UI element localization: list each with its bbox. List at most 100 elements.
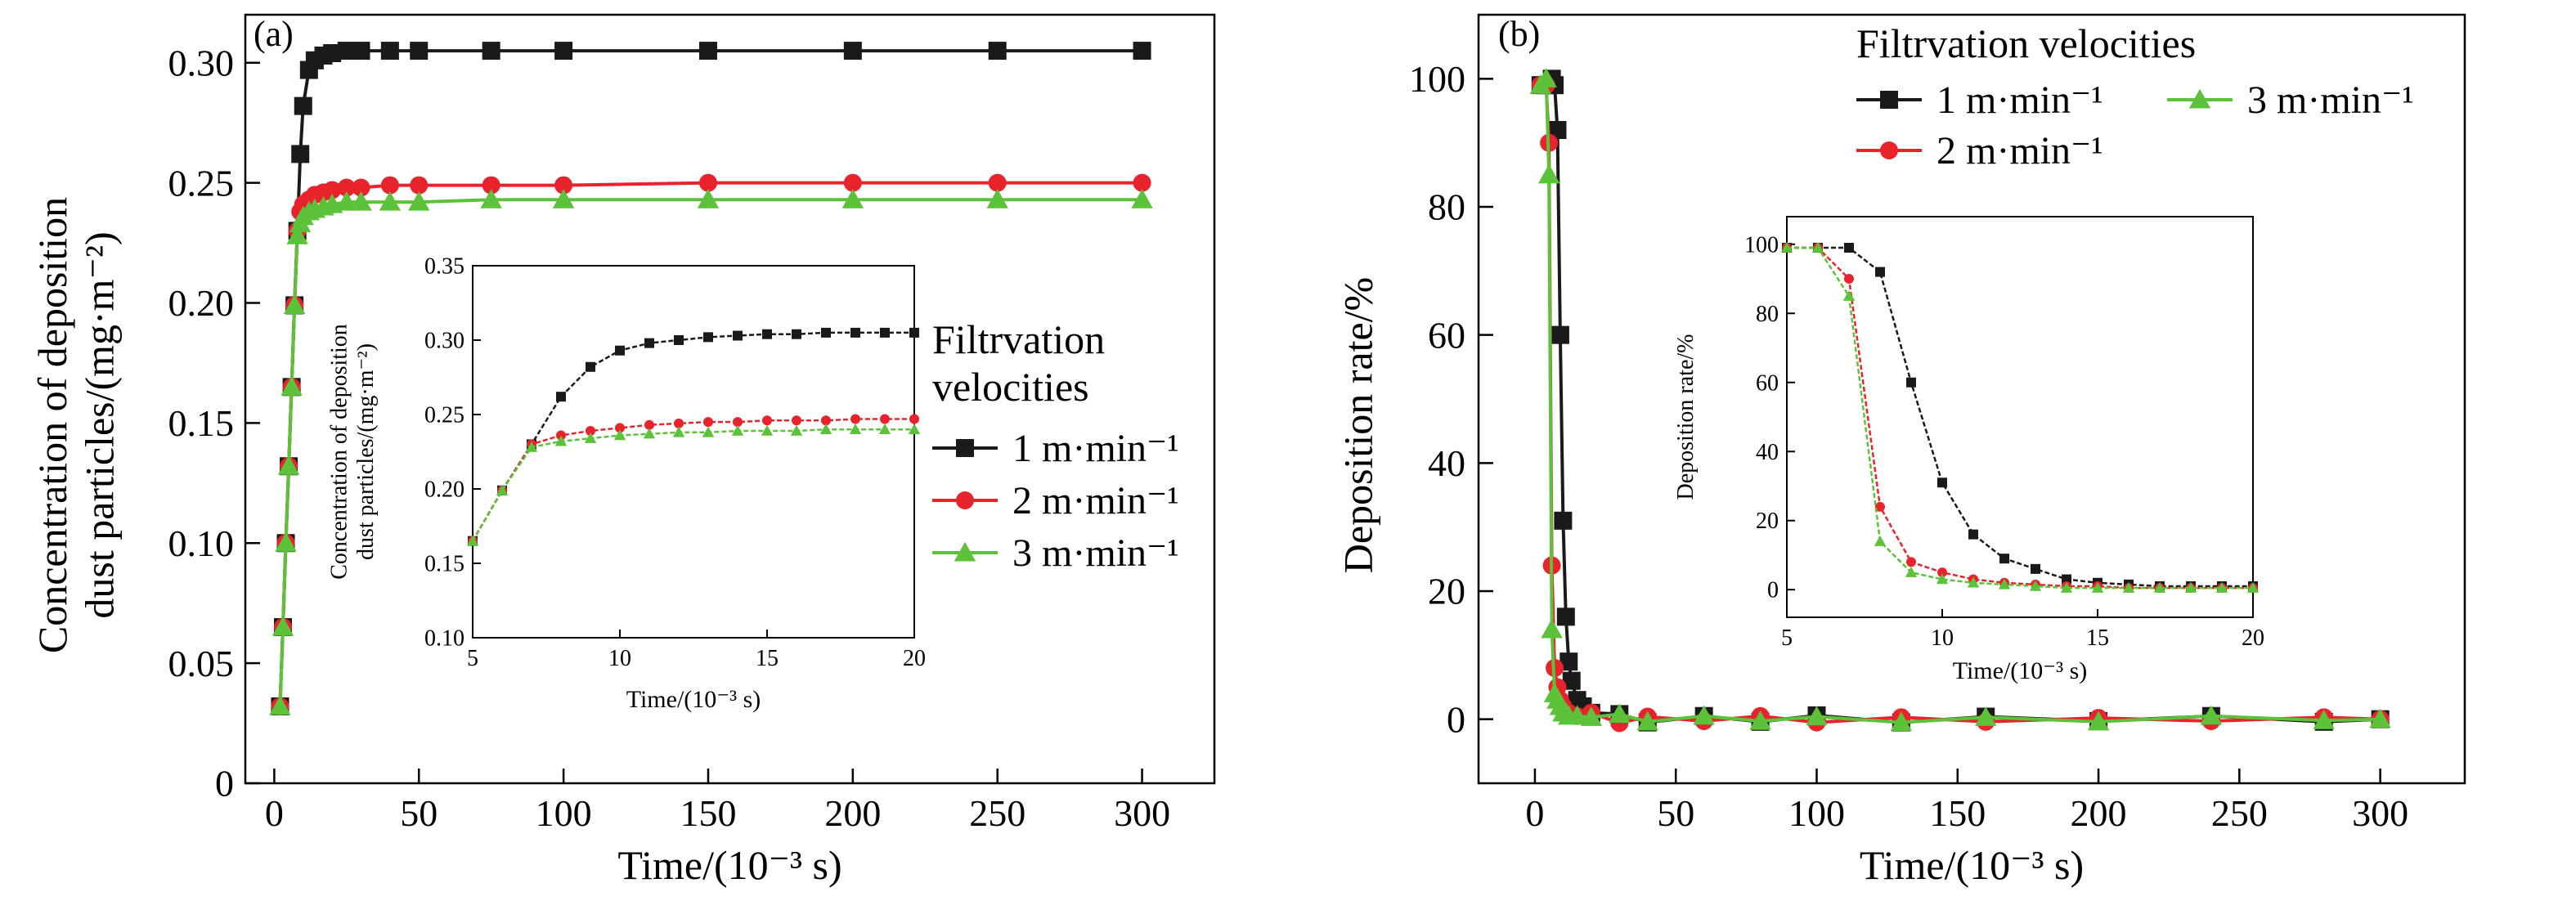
inset-a-data-point (703, 417, 713, 428)
inset-background (473, 266, 914, 638)
inset-a-ytick-label: 0.10 (424, 626, 464, 652)
main-b-xtick-label: 0 (1525, 792, 1544, 834)
inset-b-data-point (1936, 573, 1949, 585)
main-b-data-point (1562, 671, 1581, 690)
inset-b-data-point (1842, 289, 1856, 301)
main-b-ytick-label: 80 (1428, 186, 1465, 228)
main-a-ytick-label: 0.15 (168, 402, 235, 444)
inset-b-ytick-label: 80 (1756, 302, 1779, 327)
legend-marker (956, 439, 974, 457)
legend-entry: 1 m·min⁻¹ (1936, 78, 2103, 122)
main-a-data-point (843, 42, 862, 61)
main-b-xtick-label: 300 (2352, 792, 2408, 834)
main-a-xtick-label: 250 (969, 792, 1025, 834)
main-b-ytick-label: 40 (1428, 442, 1465, 484)
main-a-data-point (283, 294, 306, 314)
main-a-xtick-label: 300 (1114, 792, 1170, 834)
main-b-ytick-label: 60 (1428, 314, 1465, 356)
inset-a-data-point (674, 418, 684, 428)
main-a-data-point (323, 181, 342, 199)
inset-a-data-point (586, 361, 595, 372)
main-a-ytick-label: 0.25 (168, 162, 235, 204)
inset-b-data-point (1999, 554, 2009, 564)
main-a-xtick-label: 100 (536, 792, 592, 834)
main-a-data-point (698, 173, 717, 192)
inset-a-data-point (909, 327, 919, 338)
inset-a-data-point (762, 329, 772, 339)
main-b-data-point (1566, 705, 1588, 725)
main-a-data-point (337, 42, 356, 61)
main-a-data-point (380, 176, 399, 195)
inset-x-axis-title: Time/(10⁻³ s) (1953, 657, 2088, 684)
inset-b-ytick-label: 100 (1744, 232, 1779, 258)
x-axis-title: Time/(10⁻³ s) (617, 842, 841, 888)
legend-entry: 1 m·min⁻¹ (1012, 427, 1179, 470)
legend-entry: 2 m·min⁻¹ (1936, 129, 2103, 173)
inset-a-data-point (880, 327, 890, 338)
main-b-data-point (2087, 710, 2110, 731)
inset-b-ytick-label: 60 (1756, 370, 1779, 396)
main-b-data-point (1806, 706, 1828, 726)
inset-a-data-point (850, 414, 860, 424)
inset-a-data-point (790, 424, 803, 436)
inset-b: 5 10 15 20 0 20 40 60 80 100 Time/(10⁻³ s) Depositi… (1673, 216, 2264, 684)
main-b-data-point (1554, 511, 1573, 530)
inset-y-axis-title: Deposition rate/% (1673, 334, 1699, 500)
inset-b-data-point (1937, 477, 1947, 488)
inset-b-data-point (1874, 535, 1887, 546)
main-a-ytick-label: 0.20 (168, 282, 235, 324)
inset-x-axis-title: Time/(10⁻³ s) (626, 686, 761, 713)
inset-a-data-point (733, 330, 743, 341)
main-b-ytick-label: 0 (1447, 698, 1465, 740)
main-a-data-point (275, 532, 297, 552)
main-a-data-point (698, 42, 717, 61)
main-a-data-point (482, 42, 500, 61)
inset-b-ytick-label: 0 (1767, 578, 1779, 603)
legend-title: Filtrvation (932, 316, 1105, 362)
main-a-ytick-label: 0.30 (168, 42, 235, 83)
main-b-data-point (1693, 705, 1715, 725)
inset-a-data-point (821, 327, 831, 338)
main-b-xtick-label: 50 (1657, 792, 1694, 834)
main-a-data-point (352, 178, 370, 197)
main-a-data-point (986, 188, 1008, 208)
main-a-data-point (323, 44, 342, 62)
inset-a-data-point (878, 424, 891, 434)
inset-a-data-point (849, 424, 862, 434)
inset-a-xtick-label: 15 (756, 646, 779, 671)
main-b-xtick-label: 200 (2071, 792, 2127, 834)
inset-a-data-point (909, 414, 919, 424)
y-axis-title: dust particles/(mg·m⁻²) (76, 231, 122, 618)
main-a-data-point (1133, 42, 1151, 61)
inset-a-data-point (762, 415, 772, 426)
inset-a: 5 10 15 20 0.10 0.15 0.20 0.25 0.30 0.35 Time/(10⁻… (327, 254, 926, 713)
inset-a-data-point (850, 327, 860, 338)
inset-a-xtick-label: 20 (903, 646, 926, 671)
inset-a-data-point (615, 345, 625, 356)
main-a-xtick-label: 50 (400, 792, 438, 834)
main-a-data-point (988, 173, 1007, 192)
main-a-data-point (988, 42, 1007, 61)
main-a-ytick-label: 0.10 (168, 522, 235, 564)
inset-a-data-point (908, 424, 921, 434)
inset-a-data-point (672, 426, 685, 437)
main-a-data-point (843, 173, 862, 192)
inset-b-data-point (1906, 377, 1916, 388)
main-b-data-point (1636, 710, 1658, 731)
main-a-data-point (408, 191, 430, 211)
main-a-data-point (280, 376, 303, 396)
y-axis-title: Deposition rate/% (1335, 277, 1381, 573)
inset-a-series-line (471, 418, 914, 542)
inset-b-data-point (1998, 578, 2011, 589)
panel-label: (a) (254, 14, 294, 54)
inset-b-data-point (1875, 501, 1885, 512)
inset-y-axis-title: dust particles/(mg·m⁻²) (353, 343, 379, 560)
main-b-data-point (2200, 705, 2223, 725)
inset-a-data-point (466, 535, 479, 546)
inset-a-data-point (584, 432, 597, 443)
inset-b-data-point (2246, 581, 2260, 593)
inset-a-ytick-label: 0.25 (424, 403, 464, 428)
main-a-data-point (380, 42, 399, 61)
